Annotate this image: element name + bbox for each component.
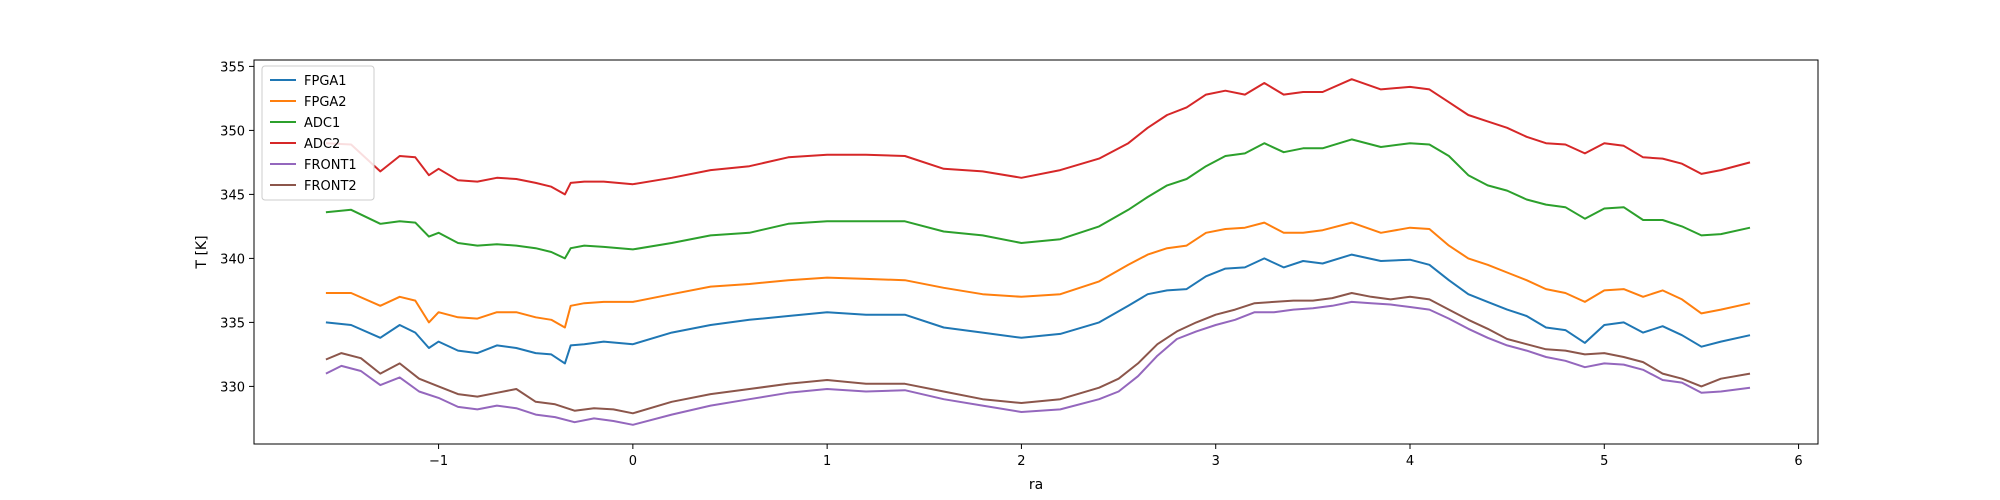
legend: FPGA1 FPGA2 ADC1 ADC2 FRONT1 FRONT2 [261, 65, 375, 201]
x-tick-label: 1 [823, 454, 831, 469]
series-line-adc1 [325, 138, 1751, 260]
x-tick-label: 0 [629, 454, 637, 469]
plot-frame [253, 59, 1819, 445]
legend-label: ADC1 [304, 116, 340, 131]
y-tick-label: 355 [220, 60, 245, 75]
y-tick-label: 345 [220, 188, 245, 203]
legend-box [261, 65, 375, 201]
y-tick-label: 330 [220, 380, 245, 395]
y-axis: 330 335 340 345 350 355 [220, 60, 254, 395]
series-line-fpga2 [325, 221, 1751, 329]
x-tick-label: 5 [1600, 454, 1608, 469]
y-tick-label: 350 [220, 124, 245, 139]
legend-label: FRONT2 [304, 179, 357, 194]
x-tick-label: 4 [1406, 454, 1414, 469]
x-tick-label: −1 [429, 454, 448, 469]
y-tick-label: 340 [220, 252, 245, 267]
x-tick-label: 3 [1212, 454, 1220, 469]
series-line-front1 [325, 300, 1751, 426]
x-tick-label: 2 [1017, 454, 1025, 469]
y-axis-label: T [K] [194, 235, 210, 269]
series-line-adc2 [325, 78, 1751, 196]
x-tick-label: 6 [1794, 454, 1802, 469]
x-axis-label: ra [1029, 477, 1043, 493]
x-axis: −1 0 1 2 3 4 5 6 [429, 444, 1803, 469]
y-tick-label: 335 [220, 316, 245, 331]
legend-label: ADC2 [304, 137, 340, 152]
legend-label: FPGA1 [304, 74, 347, 89]
series-line-front2 [325, 292, 1751, 415]
legend-label: FRONT1 [304, 158, 357, 173]
series-layer [325, 78, 1751, 426]
series-line-fpga1 [325, 253, 1751, 365]
legend-label: FPGA2 [304, 95, 347, 110]
